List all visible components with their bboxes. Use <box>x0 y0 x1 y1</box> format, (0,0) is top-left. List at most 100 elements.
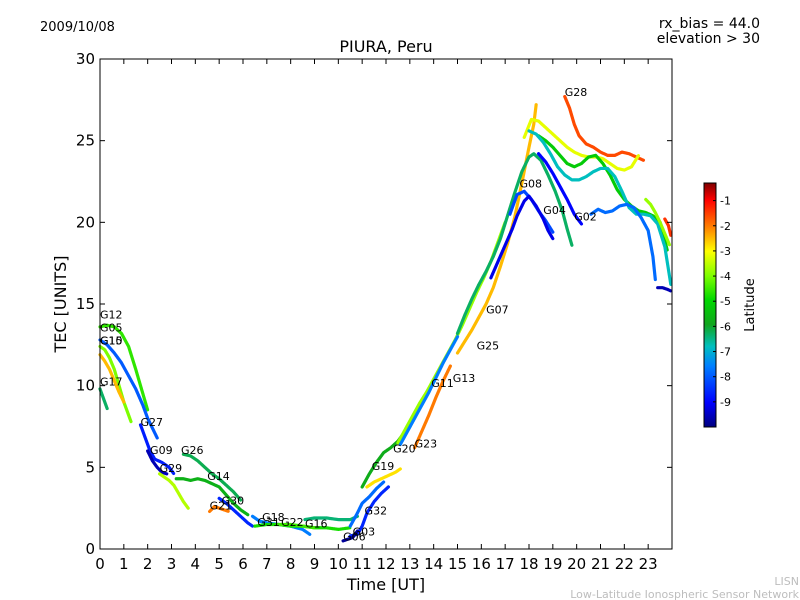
series-label-g11: G11 <box>431 377 454 390</box>
series-label-g28: G28 <box>565 86 588 99</box>
series-label-g23: G23 <box>415 437 438 450</box>
series-g26 <box>181 452 243 502</box>
series-label-g19: G19 <box>372 460 395 473</box>
series-g28 <box>563 94 646 162</box>
series-label-g09: G09 <box>150 444 173 457</box>
x-axis: 0 1 2 3 4 5 6 7 8 9 10 11 12 13 14 15 16 17 18 19 20 21 22 23 <box>95 59 658 573</box>
colorbar-ticks: -9 -8 -7 -6 -5 -4 -3 -2 -1 <box>713 195 731 409</box>
series-g05 <box>98 338 159 440</box>
series-label-g15: G15 <box>100 334 123 347</box>
date-label: 2009/10/08 <box>40 20 115 35</box>
series-g01-late <box>663 217 673 237</box>
series-label-g03: G03 <box>353 526 376 539</box>
series-label-g02: G02 <box>574 210 597 223</box>
colorbar-tick-label: -7 <box>720 346 731 359</box>
series-g12-late <box>522 117 641 172</box>
series-label-g20: G20 <box>393 442 416 455</box>
series-label-g17: G17 <box>100 375 123 388</box>
x-tick-label: 22 <box>615 555 634 573</box>
elevation-label: elevation > 30 <box>657 31 760 47</box>
footer-network: Low-Latitude Ionospheric Sensor Network <box>570 588 799 600</box>
x-tick-label: 11 <box>353 555 372 573</box>
series-label-g05: G05 <box>100 321 123 334</box>
series-label-g13: G13 <box>453 372 476 385</box>
series-label-g18: G18 <box>262 511 285 524</box>
x-tick-label: 18 <box>519 555 538 573</box>
x-tick-label: 9 <box>310 555 320 573</box>
x-tick-label: 10 <box>329 555 348 573</box>
y-tick-label: 5 <box>85 458 95 476</box>
series-g25 <box>455 103 538 355</box>
satellite-labels: G12G05G15G10G17G27G09G29G26G14G21G30G18G… <box>100 86 597 543</box>
y-tick-label: 20 <box>76 213 95 231</box>
series-g14 <box>174 477 250 517</box>
series-g12 <box>98 323 150 412</box>
series-label-g12: G12 <box>100 308 123 321</box>
x-tick-label: 0 <box>95 555 105 573</box>
series-g22-late <box>644 197 672 247</box>
series-g19-late <box>536 134 669 252</box>
x-tick-label: 1 <box>119 555 129 573</box>
series-label-g22: G22 <box>281 516 304 529</box>
series-label-g08: G08 <box>519 178 542 191</box>
x-tick-label: 4 <box>191 555 201 573</box>
footer-lisn: LISN <box>774 575 799 588</box>
chart-title: PIURA, Peru <box>339 37 432 56</box>
series-g09 <box>146 449 169 476</box>
y-tick-label: 30 <box>76 50 95 68</box>
series-g10 <box>98 353 126 404</box>
series-label-g27: G27 <box>141 416 164 429</box>
colorbar-tick-label: -8 <box>720 371 731 384</box>
series-g27 <box>138 423 176 476</box>
colorbar-tick-label: -3 <box>720 245 731 258</box>
series-label-g06: G06 <box>343 530 366 543</box>
series-label-g16: G16 <box>305 517 328 530</box>
colorbar: -9 -8 -7 -6 -5 -4 -3 -2 -1 Latitude <box>703 182 758 428</box>
series-label-g07: G07 <box>486 303 509 316</box>
rx-bias-label: rx_bias = 44.0 <box>659 16 760 32</box>
colorbar-tick-label: -5 <box>720 295 731 308</box>
x-tick-label: 2 <box>143 555 153 573</box>
series-label-g31: G31 <box>257 516 280 529</box>
x-tick-label: 6 <box>238 555 248 573</box>
x-tick-label: 12 <box>376 555 395 573</box>
series-label-g32: G32 <box>365 504 388 517</box>
series-g03 <box>348 485 390 538</box>
x-tick-label: 15 <box>448 555 467 573</box>
series-g06 <box>341 529 359 543</box>
series-g17 <box>98 387 109 411</box>
series-g29 <box>157 472 190 510</box>
series-g11 <box>396 220 507 445</box>
y-tick-label: 15 <box>76 295 95 313</box>
series-g23 <box>413 364 452 450</box>
x-tick-label: 16 <box>472 555 491 573</box>
series-g03-late <box>527 129 673 286</box>
series-g21 <box>208 504 231 514</box>
x-tick-label: 3 <box>167 555 177 573</box>
series-g22 <box>277 522 317 530</box>
x-tick-label: 17 <box>496 555 515 573</box>
series-g04 <box>489 194 555 280</box>
series-label-g10: G10 <box>100 334 123 347</box>
series-g16 <box>303 514 359 522</box>
y-tick-label: 0 <box>85 540 95 558</box>
data-marks <box>98 94 673 543</box>
series-label-g04: G04 <box>543 204 566 217</box>
colorbar-tick-label: -1 <box>720 195 731 208</box>
x-axis-label: Time [UT] <box>346 575 425 594</box>
series-label-g26: G26 <box>181 444 204 457</box>
colorbar-gradient <box>703 182 717 428</box>
y-axis: 0 5 10 15 20 25 30 <box>76 50 672 558</box>
y-tick-label: 10 <box>76 377 95 395</box>
series-g32 <box>348 480 386 528</box>
x-tick-label: 20 <box>567 555 586 573</box>
series-label-g14: G14 <box>207 470 230 483</box>
series-label-g30: G30 <box>222 495 245 508</box>
x-tick-label: 19 <box>543 555 562 573</box>
x-tick-label: 14 <box>424 555 443 573</box>
series-g06-late <box>656 286 673 293</box>
colorbar-tick-label: -9 <box>720 396 731 409</box>
colorbar-tick-label: -2 <box>720 220 731 233</box>
x-tick-label: 13 <box>400 555 419 573</box>
colorbar-label: Latitude <box>743 278 758 332</box>
